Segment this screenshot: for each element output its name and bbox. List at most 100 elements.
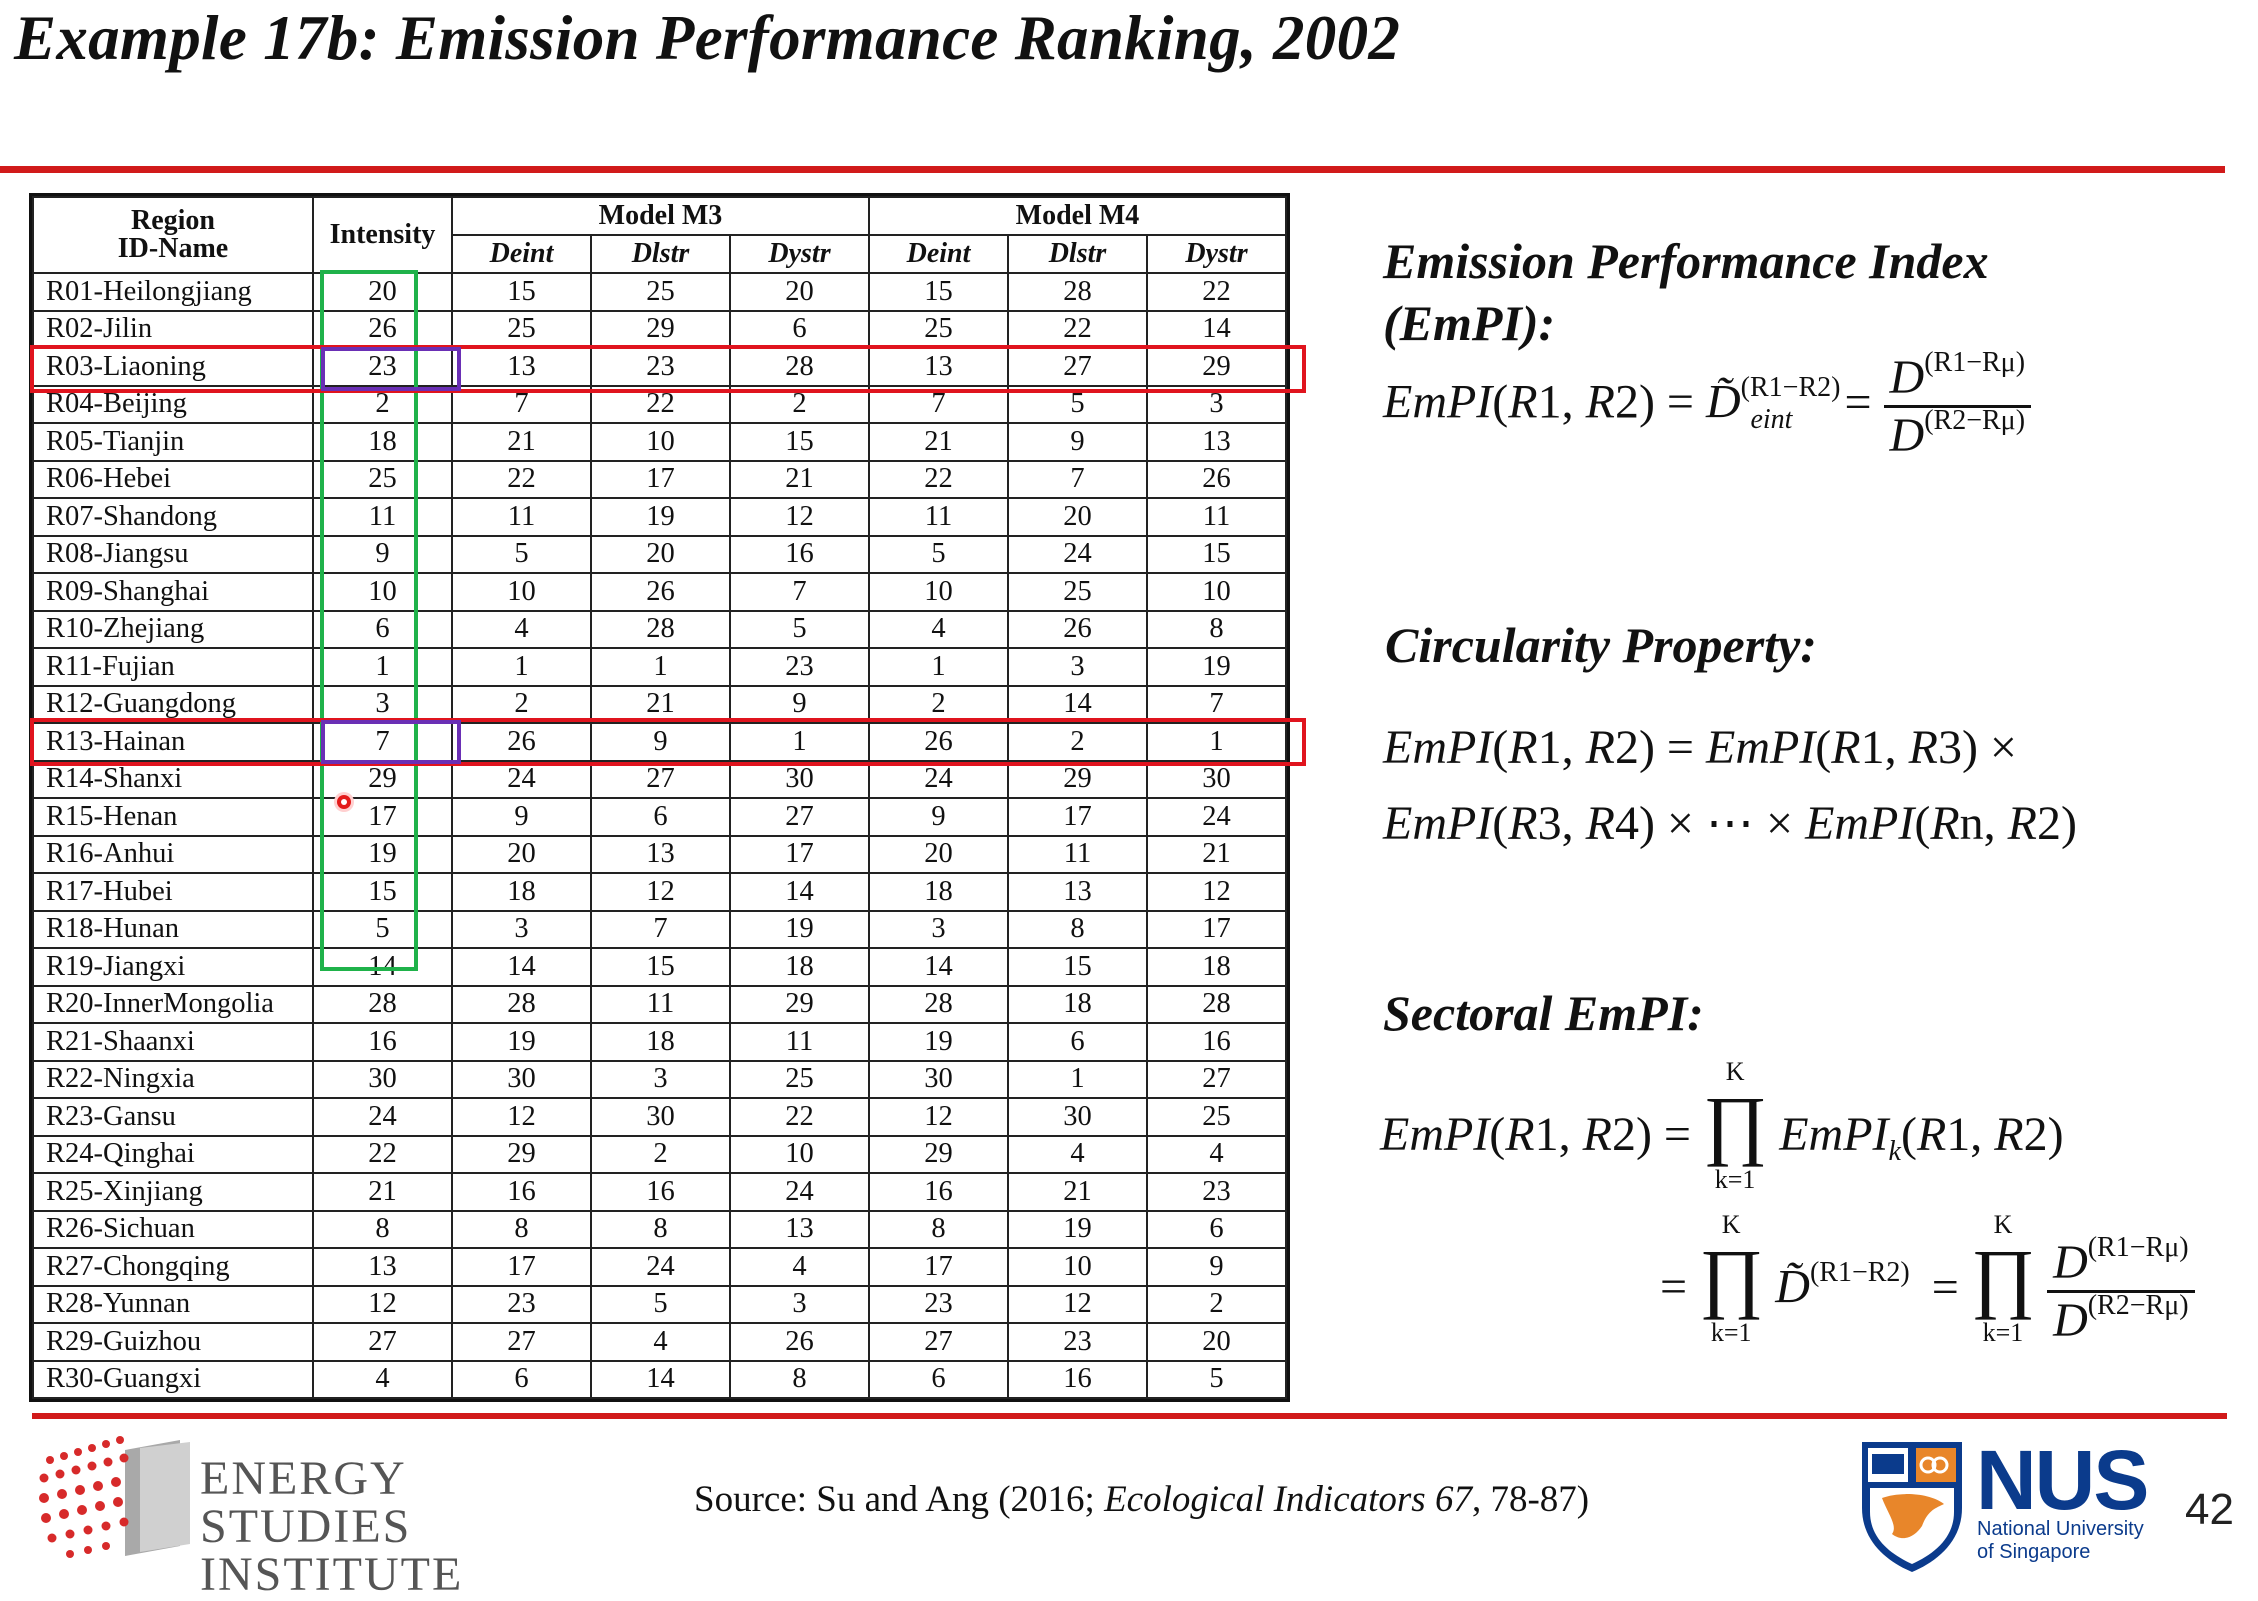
table-row: R29-Guizhou 27 27 4 26 27 23 20 — [32, 1322, 1287, 1362]
intensity-cell: 24 — [312, 1097, 453, 1137]
region-name-cell: R08-Jiangsu — [32, 534, 314, 574]
intensity-cell: 12 — [312, 1284, 453, 1324]
intensity-cell: 14 — [312, 947, 453, 987]
rank-cell: 8 — [729, 1359, 870, 1399]
rank-cell: 27 — [1007, 347, 1148, 387]
intensity-cell: 13 — [312, 1247, 453, 1287]
rank-cell: 20 — [451, 834, 592, 874]
region-name-cell: R29-Guizhou — [32, 1322, 314, 1362]
energy-studies-institute-wordmark: ENERGY STUDIES INSTITUTE — [200, 1452, 464, 1601]
rank-cell: 11 — [868, 497, 1009, 537]
region-name-cell: R27-Chongqing — [32, 1247, 314, 1287]
rank-cell: 17 — [868, 1247, 1009, 1287]
rank-cell: 4 — [868, 609, 1009, 649]
rank-cell: 19 — [451, 1022, 592, 1062]
circularity-formula-line2: EmPI(R3, R4) × ⋯ × EmPI(Rn, R2) — [1383, 797, 2077, 850]
intensity-cell: 3 — [312, 684, 453, 724]
intensity-cell: 27 — [312, 1322, 453, 1362]
intensity-cell: 25 — [312, 459, 453, 499]
rank-cell: 23 — [451, 1284, 592, 1324]
rank-cell: 18 — [451, 872, 592, 912]
intensity-cell: 23 — [312, 347, 453, 387]
region-name-cell: R26-Sichuan — [32, 1209, 314, 1249]
region-name-cell: R17-Hubei — [32, 872, 314, 912]
rank-cell: 13 — [1007, 872, 1148, 912]
rank-cell: 2 — [868, 684, 1009, 724]
rank-cell: 1 — [868, 647, 1009, 687]
rank-cell: 15 — [590, 947, 731, 987]
region-name-cell: R03-Liaoning — [32, 347, 314, 387]
table-row: R08-Jiangsu 9 5 20 16 5 24 15 — [32, 534, 1287, 574]
rank-cell: 2 — [1146, 1284, 1287, 1324]
table-row: R17-Hubei 15 18 12 14 18 13 12 — [32, 872, 1287, 912]
rank-cell: 16 — [1146, 1022, 1287, 1062]
rank-cell: 14 — [1146, 309, 1287, 349]
rank-cell: 28 — [868, 984, 1009, 1024]
rank-cell: 20 — [1007, 497, 1148, 537]
rank-cell: 14 — [590, 1359, 731, 1399]
region-name-cell: R14-Shanxi — [32, 759, 314, 799]
rank-cell: 30 — [1007, 1097, 1148, 1137]
rank-cell: 1 — [451, 647, 592, 687]
rank-cell: 10 — [1146, 572, 1287, 612]
sectoral-heading: Sectoral EmPI: — [1383, 985, 1704, 1041]
region-name-cell: R22-Ningxia — [32, 1059, 314, 1099]
title-divider — [0, 166, 2225, 173]
m3-deint-header: Deint — [451, 234, 592, 274]
rank-cell: 5 — [868, 534, 1009, 574]
model-m3-header: Model M3 — [451, 196, 870, 236]
region-name-cell: R24-Qinghai — [32, 1134, 314, 1174]
rank-cell: 14 — [451, 947, 592, 987]
rank-cell: 28 — [590, 609, 731, 649]
rank-cell: 27 — [1146, 1059, 1287, 1099]
rank-cell: 12 — [1146, 872, 1287, 912]
rank-cell: 29 — [729, 984, 870, 1024]
rank-cell: 13 — [451, 347, 592, 387]
rank-cell: 10 — [451, 572, 592, 612]
rank-cell: 5 — [1146, 1359, 1287, 1399]
rank-cell: 17 — [729, 834, 870, 874]
rank-cell: 3 — [590, 1059, 731, 1099]
page-number: 42 — [2185, 1485, 2234, 1534]
rank-cell: 23 — [590, 347, 731, 387]
rank-cell: 8 — [1007, 909, 1148, 949]
rank-cell: 7 — [1007, 459, 1148, 499]
table-row: R30-Guangxi 4 6 14 8 6 16 5 — [32, 1359, 1287, 1399]
rank-cell: 21 — [868, 422, 1009, 462]
rank-cell: 17 — [1007, 797, 1148, 837]
region-name-cell: R15-Henan — [32, 797, 314, 837]
rank-cell: 15 — [868, 272, 1009, 312]
rank-cell: 15 — [451, 272, 592, 312]
rank-cell: 11 — [1146, 497, 1287, 537]
rank-cell: 7 — [1146, 684, 1287, 724]
region-name-cell: R13-Hainan — [32, 722, 314, 762]
rank-cell: 28 — [1146, 984, 1287, 1024]
rank-cell: 16 — [590, 1172, 731, 1212]
rank-cell: 24 — [1007, 534, 1148, 574]
intensity-cell: 22 — [312, 1134, 453, 1174]
intensity-cell: 9 — [312, 534, 453, 574]
rank-cell: 22 — [1007, 309, 1148, 349]
rank-cell: 16 — [1007, 1359, 1148, 1399]
table-row: R04-Beijing 2 7 22 2 7 5 3 — [32, 384, 1287, 424]
intensity-cell: 30 — [312, 1059, 453, 1099]
table-row: R12-Guangdong 3 2 21 9 2 14 7 — [32, 684, 1287, 724]
rank-cell: 4 — [729, 1247, 870, 1287]
rank-cell: 13 — [729, 1209, 870, 1249]
intensity-header: Intensity — [312, 196, 453, 274]
rank-cell: 8 — [868, 1209, 1009, 1249]
rank-cell: 13 — [868, 347, 1009, 387]
rank-cell: 17 — [590, 459, 731, 499]
rank-cell: 17 — [451, 1247, 592, 1287]
table-row: R28-Yunnan 12 23 5 3 23 12 2 — [32, 1284, 1287, 1324]
intensity-cell: 28 — [312, 984, 453, 1024]
m4-dlstr-header: Dlstr — [1007, 234, 1148, 274]
rank-cell: 28 — [451, 984, 592, 1024]
region-name-cell: R09-Shanghai — [32, 572, 314, 612]
rank-cell: 30 — [729, 759, 870, 799]
intensity-cell: 26 — [312, 309, 453, 349]
rank-cell: 23 — [1146, 1172, 1287, 1212]
intensity-cell: 7 — [312, 722, 453, 762]
table-row: R06-Hebei 25 22 17 21 22 7 26 — [32, 459, 1287, 499]
intensity-cell: 5 — [312, 909, 453, 949]
